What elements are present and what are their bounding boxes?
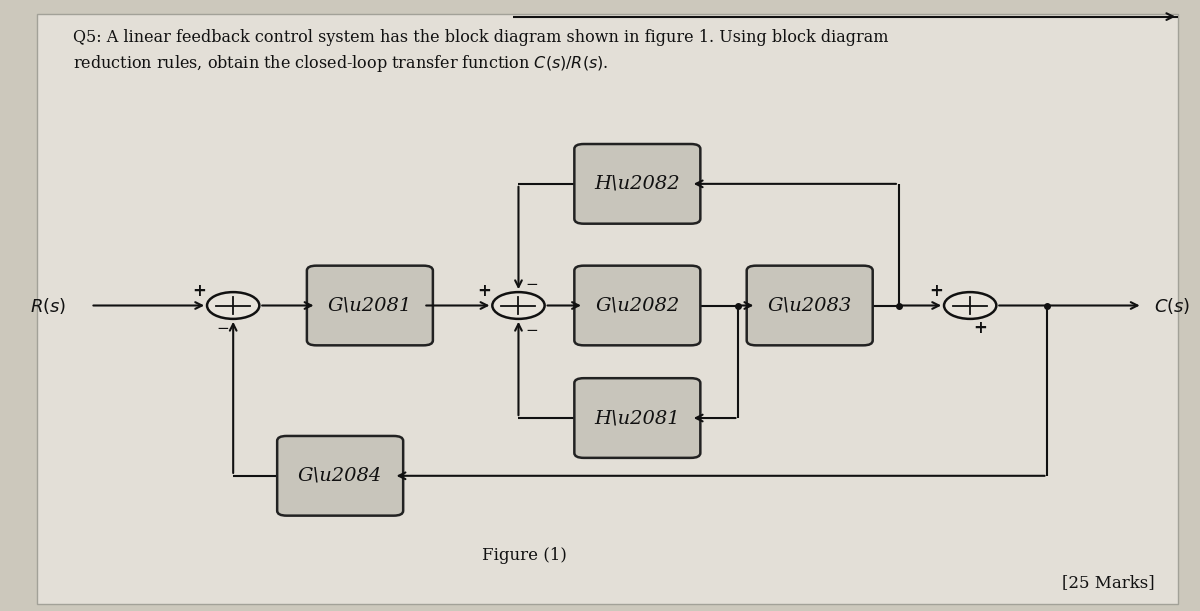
Text: $-$: $-$: [216, 320, 229, 334]
Text: $R(s)$: $R(s)$: [30, 296, 67, 315]
FancyBboxPatch shape: [277, 436, 403, 516]
FancyBboxPatch shape: [746, 266, 872, 345]
FancyBboxPatch shape: [575, 266, 701, 345]
FancyBboxPatch shape: [575, 378, 701, 458]
Circle shape: [944, 292, 996, 319]
Text: reduction rules, obtain the closed-loop transfer function $C(s)/R(s)$.: reduction rules, obtain the closed-loop …: [73, 53, 608, 74]
Text: $-$: $-$: [524, 321, 538, 336]
Text: +: +: [192, 282, 206, 300]
Text: H\u2081: H\u2081: [594, 409, 680, 427]
Text: G\u2083: G\u2083: [768, 296, 852, 315]
Text: +: +: [478, 282, 492, 300]
Text: $C(s)$: $C(s)$: [1154, 296, 1190, 315]
FancyBboxPatch shape: [575, 144, 701, 224]
Text: G\u2081: G\u2081: [328, 296, 412, 315]
Text: +: +: [973, 320, 988, 337]
Text: G\u2084: G\u2084: [298, 467, 383, 485]
Text: H\u2082: H\u2082: [594, 175, 680, 193]
Text: +: +: [929, 282, 943, 300]
FancyBboxPatch shape: [307, 266, 433, 345]
Text: Q5: A linear feedback control system has the block diagram shown in figure 1. Us: Q5: A linear feedback control system has…: [73, 29, 888, 46]
Text: $-$: $-$: [524, 275, 538, 290]
Text: G\u2082: G\u2082: [595, 296, 679, 315]
Text: [25 Marks]: [25 Marks]: [1062, 574, 1154, 591]
Text: Figure (1): Figure (1): [482, 547, 566, 564]
Circle shape: [492, 292, 545, 319]
Circle shape: [208, 292, 259, 319]
FancyBboxPatch shape: [37, 13, 1178, 604]
